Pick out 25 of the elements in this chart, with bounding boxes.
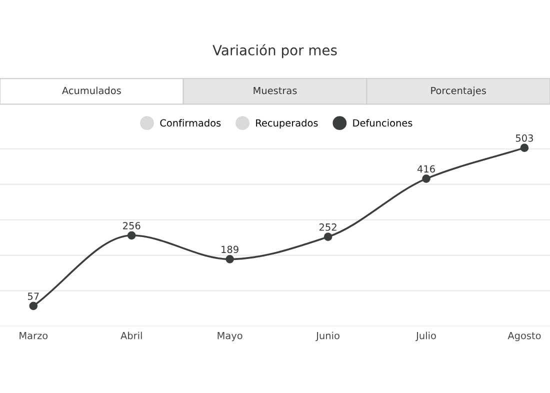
x-tick-label: Marzo (20, 332, 48, 340)
text: Porcentajes (431, 86, 486, 96)
data-label: 256 (123, 222, 140, 230)
text: Muestras (254, 86, 297, 94)
point (520, 144, 529, 152)
point (226, 255, 234, 264)
x-tick-label: Mayo (218, 332, 242, 342)
text: Acumulados (62, 86, 121, 94)
x-tick-label: Agosto (508, 332, 541, 342)
x-tick-label: Junio (316, 332, 340, 342)
legend-label: Defunciones (353, 119, 412, 127)
x-tick-label: Julio (416, 332, 436, 342)
point (324, 232, 332, 241)
data-label: 57 (28, 292, 39, 300)
data-label: 416 (417, 165, 435, 173)
legend-label: Recuperados (256, 119, 318, 128)
x-tick-label: Abril (120, 332, 142, 340)
data-label: 503 (516, 134, 533, 142)
data-label: 189 (222, 246, 238, 254)
point (422, 174, 430, 183)
point (29, 302, 38, 310)
point (127, 231, 136, 240)
legend-label: Confirmados (160, 119, 221, 127)
data-label: 252 (319, 223, 336, 231)
chart-title: Variación por mes (212, 44, 337, 58)
